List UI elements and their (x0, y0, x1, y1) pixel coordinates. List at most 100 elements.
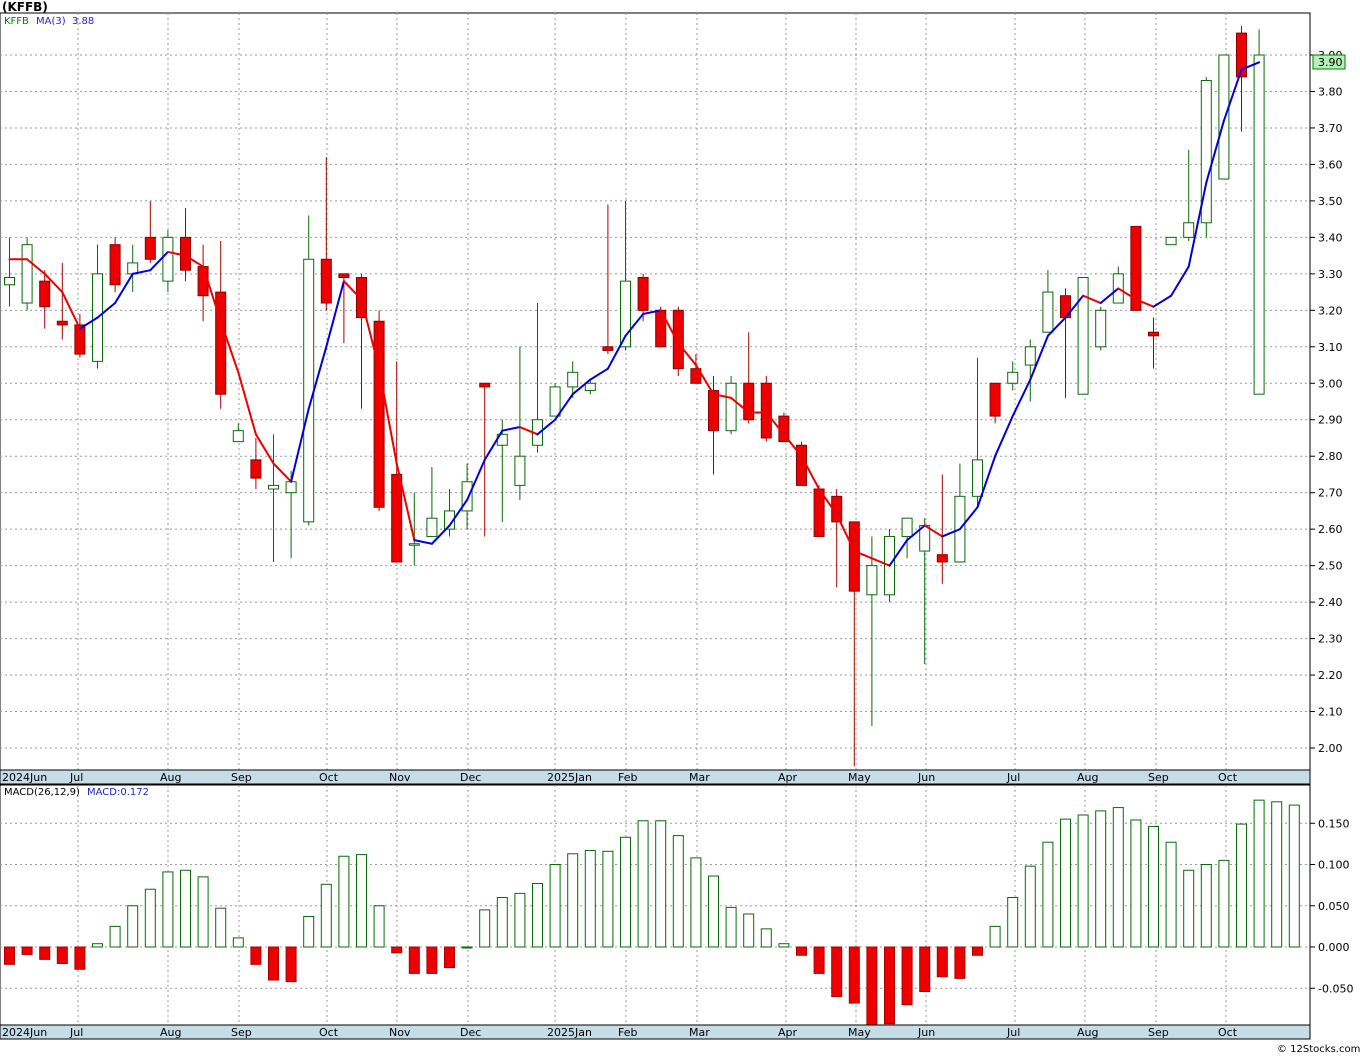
macd-bar (4, 946, 15, 965)
macd-tick-label: 0.000 (1318, 941, 1350, 954)
month-label: May (848, 1026, 871, 1039)
macd-bar (215, 907, 227, 948)
month-label: 2025Jan (547, 771, 592, 784)
candle-body (514, 455, 526, 486)
month-label: Oct (319, 771, 339, 784)
price-tick-label: 3.00 (1318, 377, 1343, 390)
macd-bar (268, 946, 279, 981)
ma-segment (1240, 61, 1261, 71)
ma-segment (61, 291, 81, 330)
macd-bar (567, 853, 579, 948)
month-label: Feb (618, 1026, 637, 1039)
price-tick-label: 2.00 (1318, 742, 1343, 755)
candle-body (21, 244, 33, 304)
macd-bar (620, 836, 631, 948)
ma-segment (571, 378, 592, 396)
ma-segment (1187, 181, 1208, 268)
month-label: Sep (1148, 771, 1169, 784)
ma-segment (994, 415, 1014, 458)
macd-bar (672, 835, 684, 948)
month-label: Mar (689, 771, 710, 784)
price-tick-label: 2.40 (1318, 596, 1343, 609)
macd-bar (21, 946, 33, 955)
month-label: Feb (618, 771, 637, 784)
ma-segment (642, 309, 662, 315)
ma-segment (1064, 294, 1085, 319)
candle-body (831, 495, 843, 523)
price-tick-label: 3.70 (1318, 122, 1343, 135)
ma-segment (26, 258, 46, 275)
ma-segment (1029, 334, 1049, 381)
price-tick-label: 3.30 (1318, 268, 1343, 281)
macd-bar (1077, 814, 1089, 948)
macd-bar (232, 937, 244, 948)
candle-body (1042, 291, 1054, 333)
candle-body (567, 371, 579, 388)
macd-bar (479, 909, 491, 948)
macd-bar (708, 875, 719, 948)
price-tick-label: 2.10 (1318, 706, 1343, 719)
macd-bar (1200, 864, 1212, 948)
ma-segment (430, 524, 451, 545)
macd-month-bar (0, 1024, 1311, 1040)
ma-segment (765, 411, 785, 436)
symbol-legend: KFFB (4, 16, 29, 27)
macd-bar (584, 849, 596, 948)
macd-bar (549, 864, 561, 948)
ma-segment (1205, 119, 1225, 184)
macd-bar (1007, 897, 1019, 948)
ma-segment (466, 458, 486, 501)
macd-bar (954, 946, 966, 979)
candle-body (232, 430, 244, 443)
macd-bar (1042, 841, 1054, 948)
macd-bar (1253, 799, 1265, 948)
candle-body (936, 554, 948, 563)
price-tick-label: 3.40 (1318, 231, 1343, 244)
macd-tick-label: -0.050 (1318, 982, 1353, 995)
candle-body (549, 386, 561, 417)
macd-bar (884, 946, 895, 1025)
candle-body (1077, 276, 1089, 395)
moving-average-line (8, 61, 1261, 567)
candle-body (285, 481, 297, 494)
ma-segment (360, 298, 381, 370)
month-label: Dec (460, 1026, 481, 1039)
candle-body (743, 382, 755, 421)
ma-segment (606, 334, 627, 370)
month-label: Oct (1218, 771, 1238, 784)
price-tick-label: 2.20 (1318, 669, 1343, 682)
candle-body (373, 320, 385, 508)
ma-segment (96, 302, 117, 319)
candle-body (250, 459, 262, 479)
macd-bar (144, 888, 156, 948)
candle-body (320, 258, 332, 304)
macd-value: MACD:0.172 (87, 787, 149, 798)
ma-segment (782, 433, 803, 458)
last-price-label: 3.90 (1318, 56, 1343, 69)
macd-bar (1165, 841, 1177, 948)
macd-bar (602, 850, 614, 948)
ma-segment (906, 524, 926, 542)
ma-segment (1117, 287, 1137, 301)
month-label: Jul (1006, 771, 1020, 784)
ma-segment (1011, 378, 1032, 418)
macd-bar (408, 946, 420, 974)
price-month-bar (0, 769, 1311, 785)
candle-body (215, 291, 227, 395)
ma-segment (888, 539, 909, 567)
candle-body (584, 382, 596, 392)
ma-segment (413, 539, 433, 545)
price-month-labels: 2024Jun Jul Aug Sep Oct Nov Dec 2025Jan Feb Mar Ap… (2, 771, 1238, 784)
candle-body (356, 276, 367, 319)
macd-bar (39, 946, 51, 960)
price-tick-label: 2.60 (1318, 523, 1343, 536)
candle-body (479, 382, 491, 388)
price-tick-label: 3.80 (1318, 85, 1343, 98)
ma-segment (1082, 294, 1102, 305)
month-label: Jun (917, 1026, 935, 1039)
candle-body (303, 258, 315, 523)
month-label: Apr (778, 771, 798, 784)
month-label: Sep (1148, 1026, 1169, 1039)
candle-body (1007, 371, 1019, 384)
